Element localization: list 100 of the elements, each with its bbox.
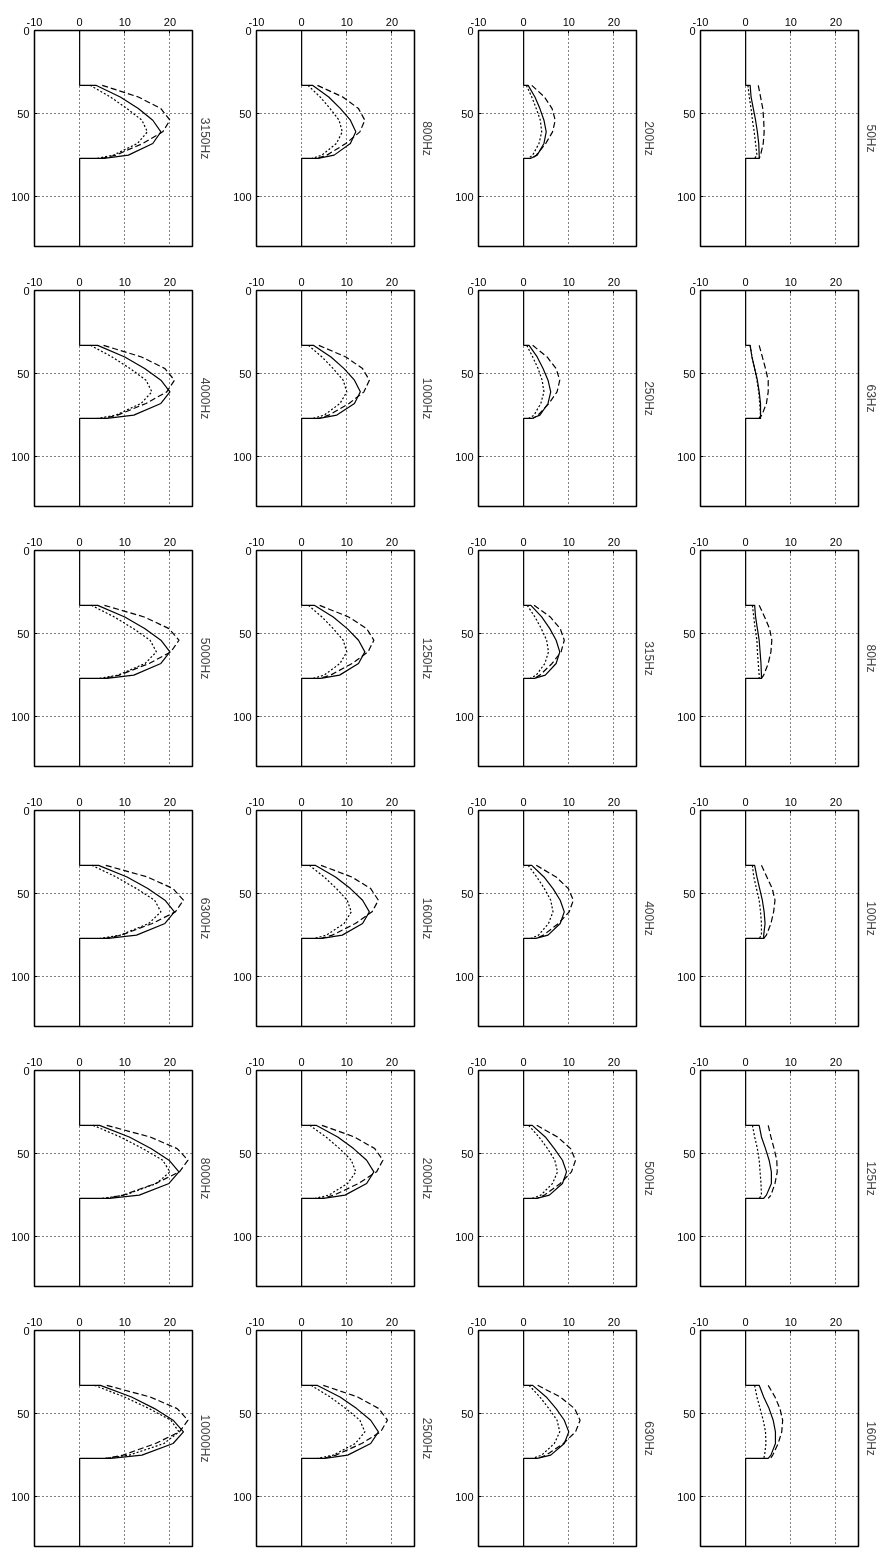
x-tick-label: 0 <box>520 1315 527 1328</box>
x-tick-label: 20 <box>163 1055 177 1068</box>
x-tick-label: 0 <box>520 1055 527 1068</box>
x-tick-label: 10 <box>562 1055 575 1068</box>
x-tick-label: 10 <box>340 15 353 28</box>
y-tick-label: 50 <box>17 627 30 640</box>
y-tick-label: 50 <box>239 1147 252 1160</box>
x-tick-label: 20 <box>829 535 843 548</box>
x-tick-label: 20 <box>607 535 621 548</box>
x-tick-label: 10 <box>118 1055 131 1068</box>
x-tick-label: 0 <box>742 795 749 808</box>
x-tick-label: 20 <box>385 795 399 808</box>
x-tick-label: 0 <box>76 535 83 548</box>
x-tick-label: 10 <box>562 1315 575 1328</box>
x-tick-label: 0 <box>520 275 527 288</box>
y-tick-label: 100 <box>455 450 474 463</box>
y-tick-label: 50 <box>683 887 696 900</box>
y-tick-label: 50 <box>683 627 696 640</box>
x-tick-label: 20 <box>163 795 177 808</box>
x-tick-label: 20 <box>385 535 399 548</box>
x-tick-label: 10 <box>340 535 353 548</box>
y-tick-label: 50 <box>683 107 696 120</box>
x-tick-label: 0 <box>742 275 749 288</box>
x-tick-label: 10 <box>340 1055 353 1068</box>
x-tick-label: 10 <box>118 535 131 548</box>
x-tick-label: 0 <box>298 1055 305 1068</box>
x-tick-label: 0 <box>520 15 527 28</box>
x-tick-label: 20 <box>829 1315 843 1328</box>
y-tick-label: 50 <box>17 887 30 900</box>
text: 500Hz <box>641 1161 656 1196</box>
y-tick-label: 50 <box>683 1147 696 1160</box>
y-tick-label: 100 <box>233 710 252 723</box>
text: 63Hz <box>863 384 878 413</box>
x-tick-label: 0 <box>76 15 83 28</box>
y-tick-label: 50 <box>17 1147 30 1160</box>
y-tick-label: 50 <box>683 367 696 380</box>
text: 1000Hz <box>419 377 434 420</box>
y-tick-label: 100 <box>455 190 474 203</box>
y-tick-label: 50 <box>461 1407 474 1420</box>
x-tick-label: 0 <box>76 795 83 808</box>
y-tick-label: 100 <box>11 710 30 723</box>
x-tick-label: 10 <box>784 795 797 808</box>
text: 80Hz <box>863 644 878 673</box>
x-tick-label: 20 <box>385 1055 399 1068</box>
text: 4000Hz <box>197 377 212 420</box>
y-tick-label: 50 <box>239 367 252 380</box>
y-tick-label: 100 <box>455 710 474 723</box>
x-tick-label: 10 <box>562 795 575 808</box>
x-tick-label: 10 <box>118 275 131 288</box>
y-tick-label: 50 <box>239 627 252 640</box>
x-tick-label: 0 <box>76 1055 83 1068</box>
y-tick-label: 50 <box>17 1407 30 1420</box>
text: 630Hz <box>641 1421 656 1456</box>
x-tick-label: 10 <box>118 1315 131 1328</box>
text: 400Hz <box>641 901 656 936</box>
y-tick-label: 100 <box>233 1230 252 1243</box>
y-tick-label: 50 <box>461 107 474 120</box>
x-tick-label: 20 <box>829 1055 843 1068</box>
text: 100Hz <box>863 901 878 936</box>
text: 5000Hz <box>197 637 212 680</box>
text: 2500Hz <box>419 1417 434 1460</box>
x-tick-label: 20 <box>829 795 843 808</box>
y-tick-label: 50 <box>461 627 474 640</box>
y-tick-label: 100 <box>11 190 30 203</box>
x-tick-label: 0 <box>298 275 305 288</box>
text: 50Hz <box>863 124 878 153</box>
x-tick-label: 0 <box>742 535 749 548</box>
x-tick-label: 10 <box>118 795 131 808</box>
y-tick-label: 50 <box>239 1407 252 1420</box>
y-tick-label: 50 <box>461 887 474 900</box>
x-tick-label: 0 <box>76 1315 83 1328</box>
y-tick-label: 50 <box>239 887 252 900</box>
text: 6300Hz <box>197 897 212 940</box>
x-tick-label: 20 <box>829 15 843 28</box>
x-tick-label: 0 <box>298 15 305 28</box>
x-tick-label: 20 <box>607 1055 621 1068</box>
x-tick-label: 20 <box>607 1315 621 1328</box>
x-tick-label: 0 <box>742 15 749 28</box>
text: 10000Hz <box>197 1414 212 1463</box>
x-tick-label: 20 <box>829 275 843 288</box>
text: 315Hz <box>641 641 656 676</box>
x-tick-label: 10 <box>340 275 353 288</box>
y-tick-label: 100 <box>233 190 252 203</box>
x-tick-label: 0 <box>76 275 83 288</box>
text: 250Hz <box>641 381 656 416</box>
y-tick-label: 100 <box>233 1490 252 1503</box>
y-tick-label: 50 <box>17 107 30 120</box>
x-tick-label: 0 <box>298 795 305 808</box>
y-tick-label: 50 <box>461 1147 474 1160</box>
y-tick-label: 50 <box>683 1407 696 1420</box>
text: 3150Hz <box>197 117 212 160</box>
x-tick-label: 10 <box>784 275 797 288</box>
text: 1250Hz <box>419 637 434 680</box>
x-tick-label: 10 <box>784 535 797 548</box>
x-tick-label: 0 <box>520 535 527 548</box>
y-tick-label: 100 <box>677 450 696 463</box>
y-tick-label: 100 <box>677 1490 696 1503</box>
y-tick-label: 50 <box>239 107 252 120</box>
x-tick-label: 10 <box>562 535 575 548</box>
y-tick-label: 100 <box>677 1230 696 1243</box>
